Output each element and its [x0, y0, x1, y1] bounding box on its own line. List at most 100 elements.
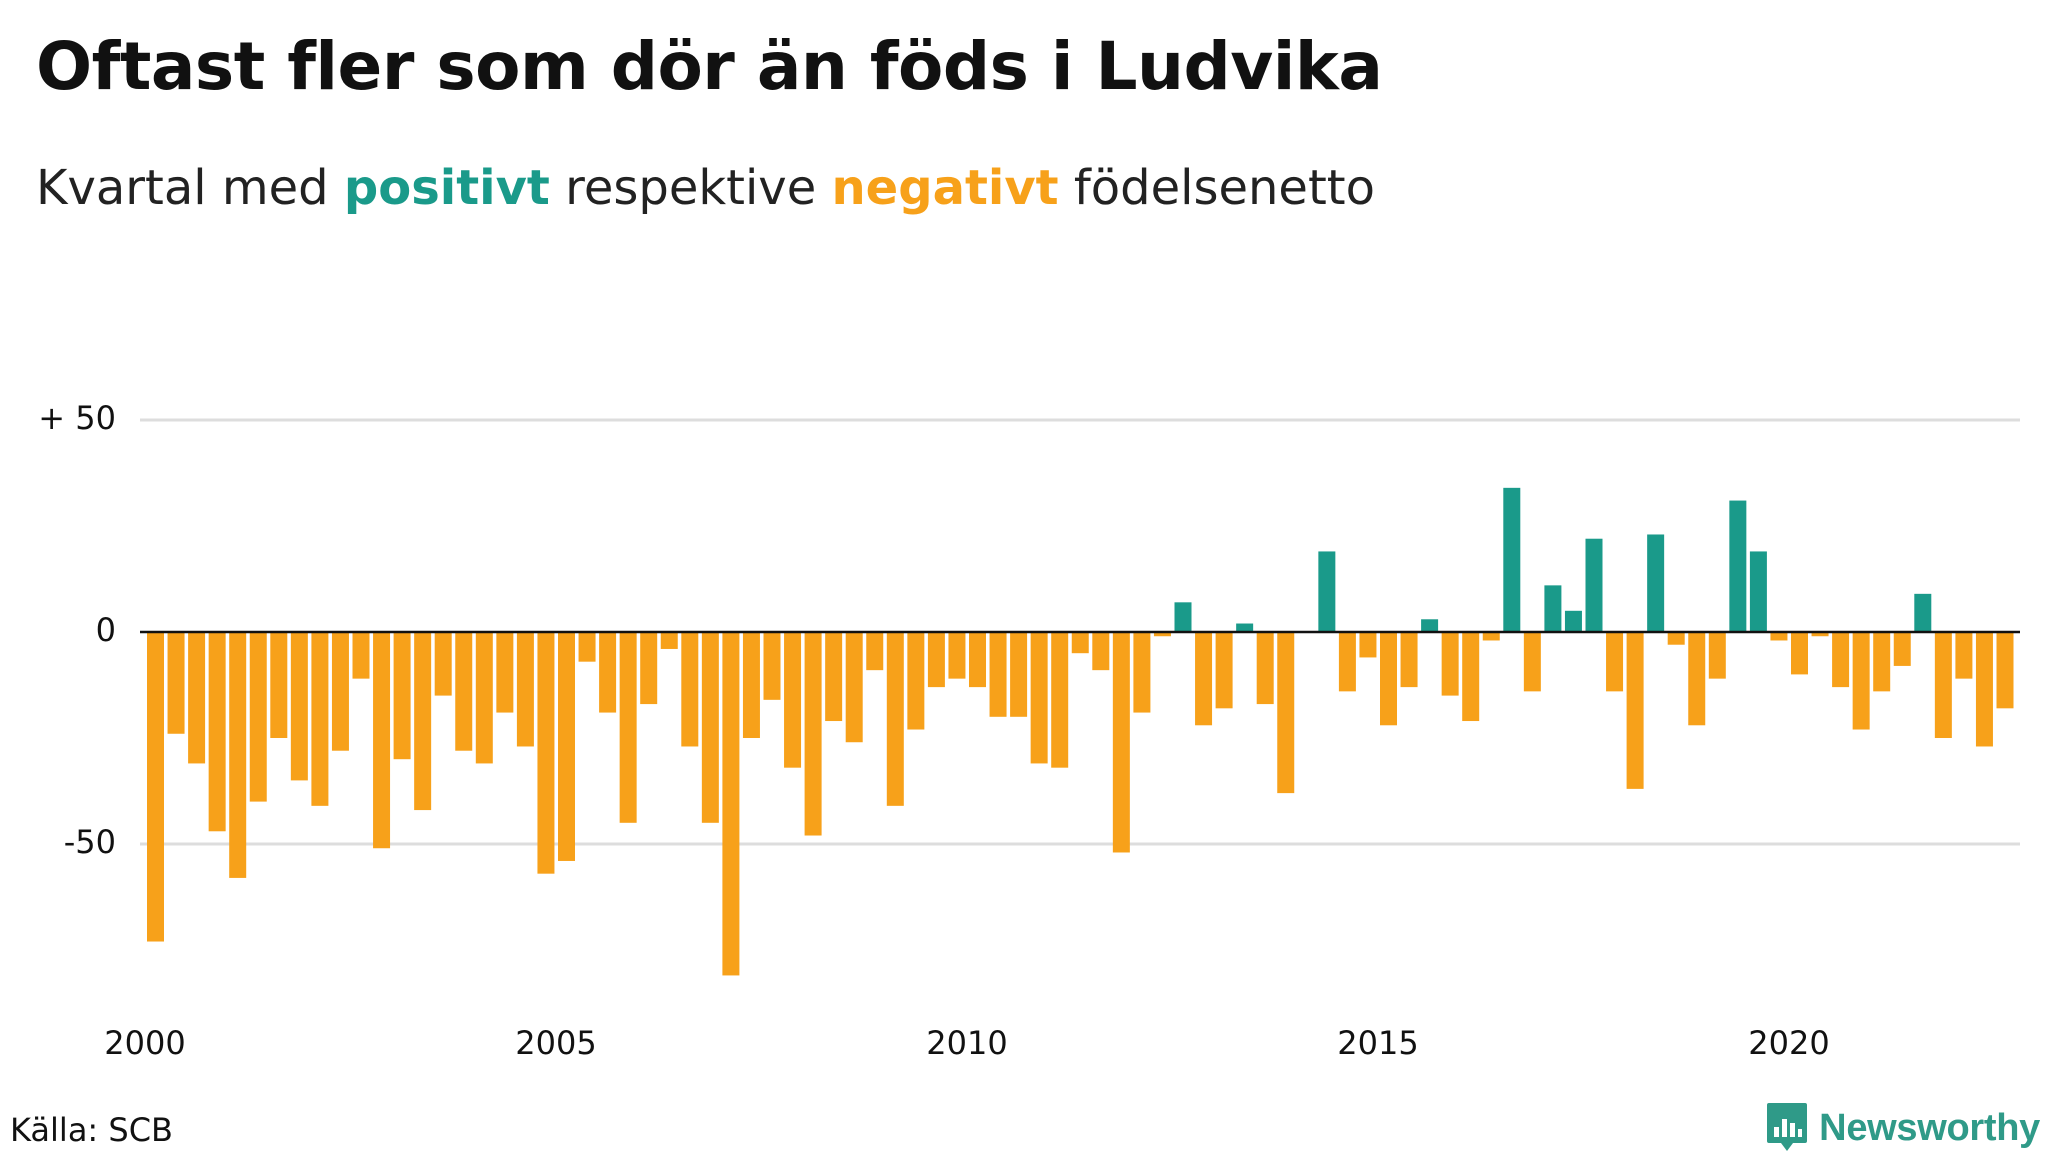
bar: [1380, 632, 1397, 726]
bar: [1975, 632, 1993, 747]
y-tick-label: 0: [96, 611, 116, 649]
bar: [1606, 632, 1624, 692]
bar: [516, 632, 534, 747]
bar: [1893, 632, 1911, 666]
brand-name: Newsworthy: [1819, 1106, 2040, 1149]
x-tick-label: 2020: [1748, 1024, 1829, 1062]
bar: [311, 632, 329, 806]
bar: [1647, 534, 1665, 632]
bar: [640, 632, 658, 705]
bar: [1708, 632, 1726, 679]
bar: [475, 632, 493, 764]
bar: [927, 632, 945, 688]
source-label: Källa: SCB: [10, 1111, 173, 1149]
bar: [1688, 632, 1706, 726]
bar: [414, 632, 432, 811]
subtitle-text-start: Kvartal med: [36, 160, 344, 216]
bar: [578, 632, 596, 662]
bar: [537, 632, 555, 874]
bar: [1791, 632, 1808, 675]
bar: [1564, 610, 1582, 632]
bar: [804, 632, 822, 836]
x-tick-label: 2005: [515, 1024, 596, 1062]
bar: [1811, 632, 1829, 637]
bar: [1071, 632, 1089, 654]
bar: [1482, 632, 1500, 641]
bar: [167, 632, 185, 734]
bar: [1421, 619, 1439, 632]
bar: [1667, 632, 1685, 645]
bar: [558, 632, 575, 861]
bar: [352, 632, 370, 679]
bar: [1503, 487, 1521, 632]
bar: [1030, 632, 1048, 764]
bar: [1523, 632, 1541, 692]
bar: [270, 632, 288, 738]
bar: [1832, 632, 1850, 688]
x-tick-label: 2010: [926, 1024, 1007, 1062]
x-tick-label: 2015: [1337, 1024, 1418, 1062]
bar: [1256, 632, 1274, 705]
bar: [1318, 551, 1336, 632]
chart-title: Oftast fler som dör än föds i Ludvika: [36, 28, 1383, 105]
bar: [249, 632, 267, 802]
bar: [1585, 538, 1603, 632]
bar: [290, 632, 308, 781]
y-tick-label: -50: [64, 823, 116, 861]
bar: [701, 632, 719, 823]
bar: [1092, 632, 1110, 671]
bar: [1174, 602, 1192, 632]
bar: [1215, 632, 1233, 709]
subtitle-text-end: födelsenetto: [1058, 160, 1375, 216]
bar: [1153, 632, 1171, 637]
bar: [1133, 632, 1151, 713]
bar: [1955, 632, 1973, 679]
bar: [989, 632, 1007, 717]
chart-subtitle: Kvartal med positivt respektive negativt…: [36, 152, 1375, 224]
bar: [496, 632, 514, 713]
bar: [784, 632, 802, 768]
bar: [742, 632, 760, 738]
bar: [1729, 500, 1747, 632]
bar: [1873, 632, 1891, 692]
bar: [825, 632, 843, 722]
bar: [1626, 632, 1644, 789]
bar: [229, 632, 247, 878]
bar: [1010, 632, 1028, 717]
bar: [188, 632, 206, 764]
bar: [1544, 585, 1562, 632]
bar: [1359, 632, 1377, 658]
bar: [948, 632, 966, 679]
bar: [1996, 632, 2014, 709]
bar: [1749, 551, 1767, 632]
bar: [393, 632, 411, 760]
bar: [886, 632, 904, 806]
subtitle-text-middle: respektive: [549, 160, 832, 216]
subtitle-positive-label: positivt: [343, 160, 550, 216]
bar: [331, 632, 349, 751]
bar: [1195, 632, 1213, 726]
bar: [907, 632, 925, 730]
bar: [455, 632, 473, 751]
y-tick-label: + 50: [38, 399, 116, 437]
bar: [147, 632, 164, 942]
bar: [866, 632, 884, 671]
bar: [763, 632, 781, 700]
x-tick-label: 2000: [104, 1024, 185, 1062]
bar: [599, 632, 617, 713]
bar: [1934, 632, 1952, 738]
bar: [1236, 623, 1254, 632]
bar: [1400, 632, 1418, 688]
bar: [1914, 593, 1932, 632]
bar: [619, 632, 637, 823]
bar: [1852, 632, 1870, 730]
subtitle-negative-label: negativt: [831, 160, 1059, 216]
bar: [208, 632, 226, 832]
bar: [845, 632, 863, 743]
bar: [1441, 632, 1459, 696]
brand-logo: Newsworthy: [1765, 1098, 2040, 1158]
bar: [434, 632, 452, 696]
newsworthy-logo-icon: [1767, 1103, 1808, 1151]
bar: [1462, 632, 1480, 722]
